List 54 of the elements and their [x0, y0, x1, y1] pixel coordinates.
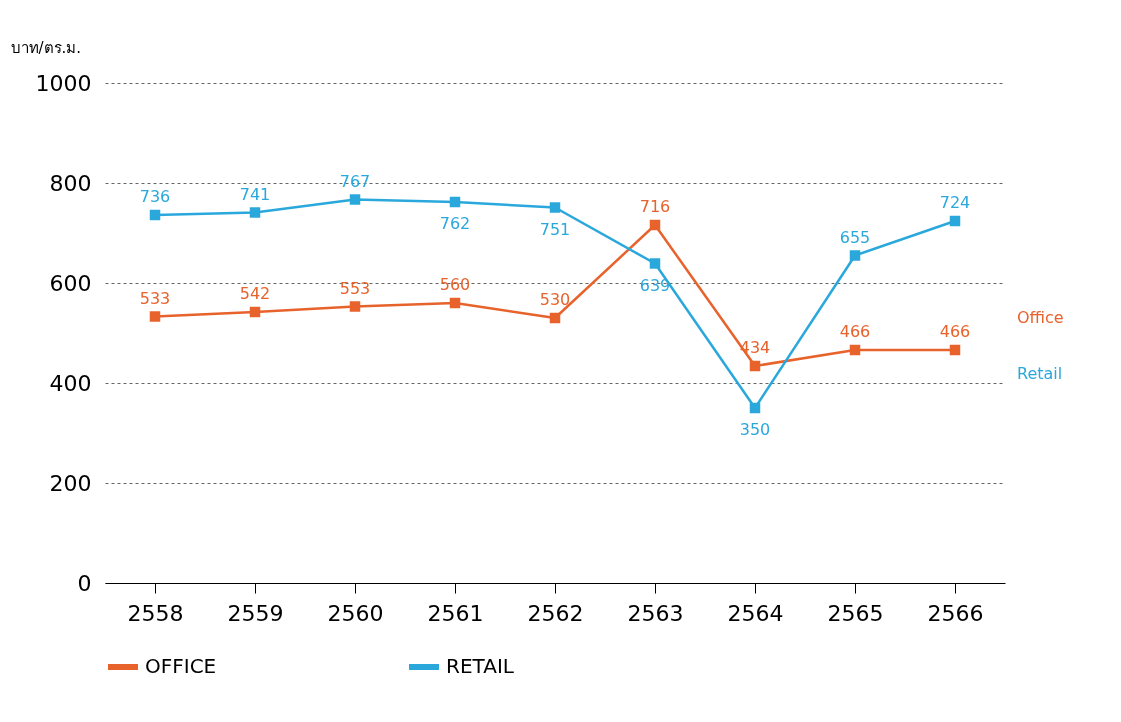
- legend-label: RETAIL: [446, 654, 515, 678]
- y-tick-label: 1000: [35, 70, 92, 96]
- x-tick-label: 2561: [427, 600, 484, 626]
- legend-label: OFFICE: [145, 654, 217, 678]
- point: [949, 215, 961, 227]
- y-tick-label: 200: [49, 470, 92, 496]
- data-label: 533: [139, 288, 171, 308]
- y-tick-label: 800: [49, 170, 92, 196]
- text: Retail: [1017, 364, 1063, 383]
- y-tick-label: 400: [49, 370, 92, 396]
- data-label: 655: [839, 227, 871, 247]
- data-label: 350: [739, 420, 771, 439]
- point: [349, 194, 361, 205]
- data-label: 553: [339, 278, 371, 298]
- point: [549, 312, 561, 324]
- x-tick-label: 2562: [527, 600, 584, 626]
- point: [449, 297, 461, 309]
- point: [649, 219, 661, 231]
- data-label: 530: [539, 290, 571, 309]
- data-label: 466: [939, 322, 971, 341]
- x-tick-label: 2559: [227, 600, 284, 626]
- point: [449, 196, 461, 208]
- x-tick-label: 2563: [627, 600, 684, 626]
- text: Office: [1017, 308, 1064, 327]
- x-tick-label: 2560: [327, 600, 384, 626]
- data-label: 560: [439, 275, 471, 294]
- data-label: 767: [339, 171, 371, 191]
- data-label: 741: [239, 184, 271, 204]
- data-label: 466: [839, 322, 871, 341]
- x-tick-label: 2564: [727, 600, 784, 626]
- point: [749, 402, 761, 414]
- data-label: 736: [139, 187, 171, 206]
- point: [249, 306, 261, 318]
- point: [849, 344, 861, 356]
- point: [249, 207, 261, 218]
- point: [649, 258, 661, 269]
- point: [749, 360, 761, 372]
- data-label: 542: [239, 284, 271, 303]
- data-label: 716: [639, 197, 671, 216]
- point: [349, 301, 361, 312]
- data-label: 751: [539, 219, 571, 239]
- x-tick-label: 2565: [827, 600, 884, 626]
- point: [149, 311, 161, 322]
- x-tick-label: 2558: [127, 600, 184, 626]
- data-label: 724: [939, 193, 971, 212]
- point: [949, 344, 961, 356]
- data-label: 762: [439, 214, 471, 233]
- y-axis-title: บาท/ตร.ม.: [10, 38, 82, 57]
- y-tick-label: 600: [49, 270, 92, 296]
- point: [149, 209, 161, 221]
- point: [549, 202, 561, 213]
- point: [849, 250, 861, 261]
- x-tick-label: 2566: [927, 600, 984, 626]
- y-tick-label: 0: [77, 570, 92, 596]
